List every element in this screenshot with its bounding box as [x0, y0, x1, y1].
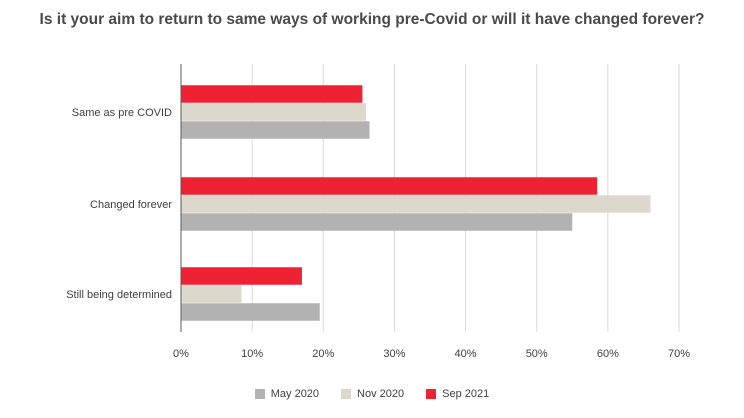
x-tick-label: 50%	[526, 348, 548, 360]
bar	[181, 267, 302, 285]
x-tick-label: 40%	[455, 348, 477, 360]
category-label: Still being determined	[66, 289, 172, 301]
bar	[181, 195, 651, 213]
legend-label: Nov 2020	[357, 388, 405, 400]
legend-item: Sep 2021	[426, 388, 489, 400]
legend-label: Sep 2021	[442, 388, 490, 400]
chart-title: Is it your aim to return to same ways of…	[39, 11, 705, 28]
legend-swatch	[254, 389, 265, 399]
bar	[181, 103, 366, 121]
bar	[181, 285, 242, 303]
bar	[181, 213, 573, 231]
x-tick-label: 10%	[241, 348, 263, 360]
bar	[181, 121, 370, 139]
bar	[181, 85, 363, 103]
x-tick-label: 0%	[173, 348, 189, 360]
bar	[181, 177, 598, 195]
category-label: Same as pre COVID	[72, 107, 172, 119]
legend-item: Nov 2020	[341, 388, 404, 400]
legend-swatch	[341, 389, 352, 399]
bar	[181, 303, 320, 321]
legend-item: May 2020	[254, 388, 320, 400]
category-label: Changed forever	[90, 199, 172, 211]
x-tick-label: 60%	[597, 348, 619, 360]
x-tick-label: 30%	[383, 348, 405, 360]
legend-swatch	[426, 389, 437, 399]
x-tick-label: 70%	[668, 348, 690, 360]
axes: 0% 10% 20% 30% 40% 50% 60% 70% Same as pre COVID…	[66, 64, 690, 360]
legend-label: May 2020	[270, 388, 320, 400]
x-tick-label: 20%	[312, 348, 334, 360]
bars	[181, 85, 651, 321]
legend: May 2020 Nov 2020 Sep 2021	[0, 388, 744, 400]
